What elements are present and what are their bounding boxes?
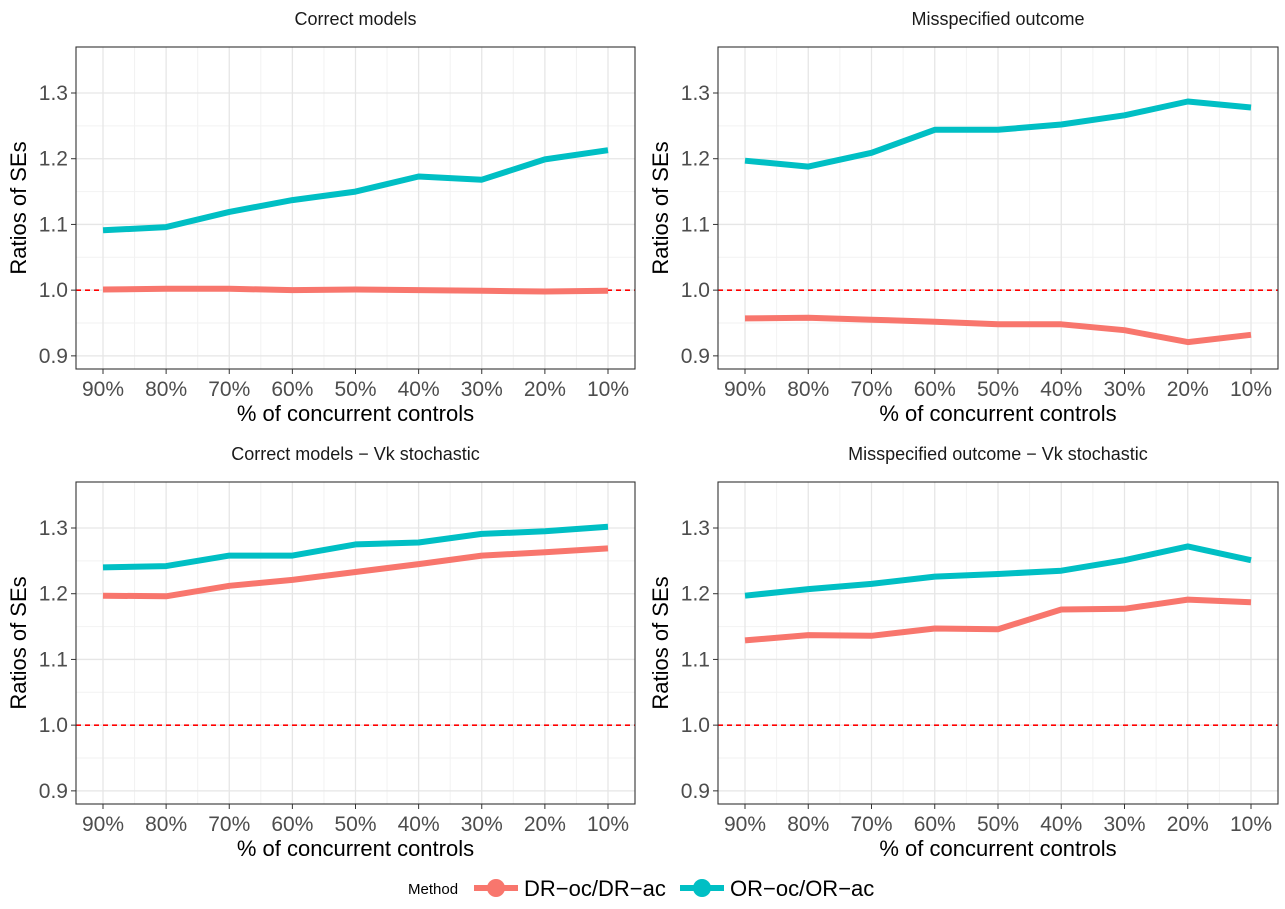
plot-border bbox=[717, 46, 1279, 370]
x-tick-label: 30% bbox=[1103, 813, 1145, 836]
series-line-dr bbox=[744, 314, 1252, 346]
y-tick-label: 1.0 bbox=[681, 714, 710, 737]
x-tick-label: 90% bbox=[724, 378, 766, 401]
panel-title: Misspecified outcome − Vk stochastic bbox=[848, 444, 1148, 464]
x-tick-label: 20% bbox=[524, 813, 566, 836]
y-axis-title: Ratios of SEs bbox=[648, 141, 673, 274]
y-axis-title: Ratios of SEs bbox=[6, 576, 31, 709]
series-line-or bbox=[102, 523, 609, 571]
panel-title: Correct models − Vk stochastic bbox=[231, 444, 480, 464]
x-axis-title: % of concurrent controls bbox=[879, 836, 1116, 861]
y-tick-label: 0.9 bbox=[681, 780, 710, 803]
x-tick-label: 30% bbox=[461, 378, 503, 401]
x-tick-label: 60% bbox=[271, 378, 313, 401]
x-tick-label: 70% bbox=[850, 813, 892, 836]
y-tick-label: 1.0 bbox=[39, 279, 68, 302]
x-tick-label: 80% bbox=[145, 813, 187, 836]
y-tick-label: 1.2 bbox=[39, 583, 68, 606]
x-tick-label: 10% bbox=[1230, 813, 1272, 836]
x-tick-label: 40% bbox=[398, 378, 440, 401]
y-tick-label: 1.0 bbox=[681, 279, 710, 302]
x-tick-label: 90% bbox=[82, 378, 124, 401]
panel-title: Misspecified outcome bbox=[911, 9, 1084, 29]
y-tick-label: 1.1 bbox=[39, 648, 68, 671]
x-axis-title: % of concurrent controls bbox=[879, 401, 1116, 426]
x-tick-label: 20% bbox=[524, 378, 566, 401]
plot-border bbox=[75, 481, 636, 805]
y-tick-label: 1.3 bbox=[39, 82, 68, 105]
x-tick-label: 30% bbox=[461, 813, 503, 836]
series-line-dr bbox=[102, 545, 609, 600]
x-tick-label: 50% bbox=[977, 378, 1019, 401]
x-tick-label: 90% bbox=[724, 813, 766, 836]
x-tick-label: 80% bbox=[145, 378, 187, 401]
x-tick-label: 70% bbox=[208, 813, 250, 836]
series-line-or bbox=[744, 98, 1252, 170]
y-tick-label: 1.2 bbox=[39, 148, 68, 171]
y-tick-label: 1.2 bbox=[681, 148, 710, 171]
legend-title: Method bbox=[408, 881, 458, 898]
series-line-or bbox=[102, 147, 609, 234]
x-tick-label: 20% bbox=[1167, 813, 1209, 836]
x-tick-label: 50% bbox=[334, 813, 376, 836]
panel-2: 0.9 1.0 1.1 1.2 1.3 90% 80% 70% 60% 50% 40% 30% 20% 1… bbox=[648, 9, 1279, 426]
x-tick-label: 40% bbox=[1040, 378, 1082, 401]
x-tick-label: 40% bbox=[398, 813, 440, 836]
x-tick-label: 30% bbox=[1103, 378, 1145, 401]
x-tick-label: 10% bbox=[587, 378, 629, 401]
y-tick-label: 0.9 bbox=[681, 345, 710, 368]
plot-border bbox=[717, 481, 1279, 805]
y-tick-label: 1.3 bbox=[681, 82, 710, 105]
x-tick-label: 90% bbox=[82, 813, 124, 836]
x-tick-label: 60% bbox=[271, 813, 313, 836]
x-tick-label: 10% bbox=[587, 813, 629, 836]
x-tick-label: 20% bbox=[1167, 378, 1209, 401]
legend-key-point bbox=[693, 879, 711, 897]
x-axis-title: % of concurrent controls bbox=[237, 836, 474, 861]
y-axis-title: Ratios of SEs bbox=[648, 576, 673, 709]
y-tick-label: 1.3 bbox=[681, 517, 710, 540]
y-tick-label: 1.0 bbox=[39, 714, 68, 737]
y-tick-label: 1.2 bbox=[681, 583, 710, 606]
legend: Method DR−oc/DR−ac OR−oc/OR−ac bbox=[408, 876, 874, 901]
plot-border bbox=[75, 46, 636, 370]
y-tick-label: 0.9 bbox=[39, 780, 68, 803]
x-tick-label: 80% bbox=[787, 813, 829, 836]
x-tick-label: 70% bbox=[850, 378, 892, 401]
panel-3: 0.9 1.0 1.1 1.2 1.3 90% 80% 70% 60% 50% 40% 30% 20% 1… bbox=[6, 444, 636, 861]
x-tick-label: 50% bbox=[977, 813, 1019, 836]
legend-label: OR−oc/OR−ac bbox=[730, 876, 874, 901]
x-tick-label: 10% bbox=[1230, 378, 1272, 401]
y-axis-title: Ratios of SEs bbox=[6, 141, 31, 274]
panel-1: 0.9 1.0 1.1 1.2 1.3 90% 80% 70% 60% 50% 40% 30% 20% 1… bbox=[6, 9, 636, 426]
y-tick-label: 1.3 bbox=[39, 517, 68, 540]
series-line-dr bbox=[744, 596, 1252, 644]
panel-title: Correct models bbox=[294, 9, 416, 29]
y-tick-label: 1.1 bbox=[39, 213, 68, 236]
x-tick-label: 40% bbox=[1040, 813, 1082, 836]
series-line-or bbox=[744, 543, 1252, 599]
legend-label: DR−oc/DR−ac bbox=[524, 876, 666, 901]
legend-key-point bbox=[487, 879, 505, 897]
y-tick-label: 0.9 bbox=[39, 345, 68, 368]
x-tick-label: 50% bbox=[334, 378, 376, 401]
series-line-dr bbox=[102, 285, 609, 295]
y-tick-label: 1.1 bbox=[681, 213, 710, 236]
x-tick-label: 70% bbox=[208, 378, 250, 401]
x-tick-label: 80% bbox=[787, 378, 829, 401]
x-axis-title: % of concurrent controls bbox=[237, 401, 474, 426]
x-tick-label: 60% bbox=[914, 813, 956, 836]
panel-4: 0.9 1.0 1.1 1.2 1.3 90% 80% 70% 60% 50% 40% 30% 20% 1… bbox=[648, 444, 1279, 861]
y-tick-label: 1.1 bbox=[681, 648, 710, 671]
x-tick-label: 60% bbox=[914, 378, 956, 401]
